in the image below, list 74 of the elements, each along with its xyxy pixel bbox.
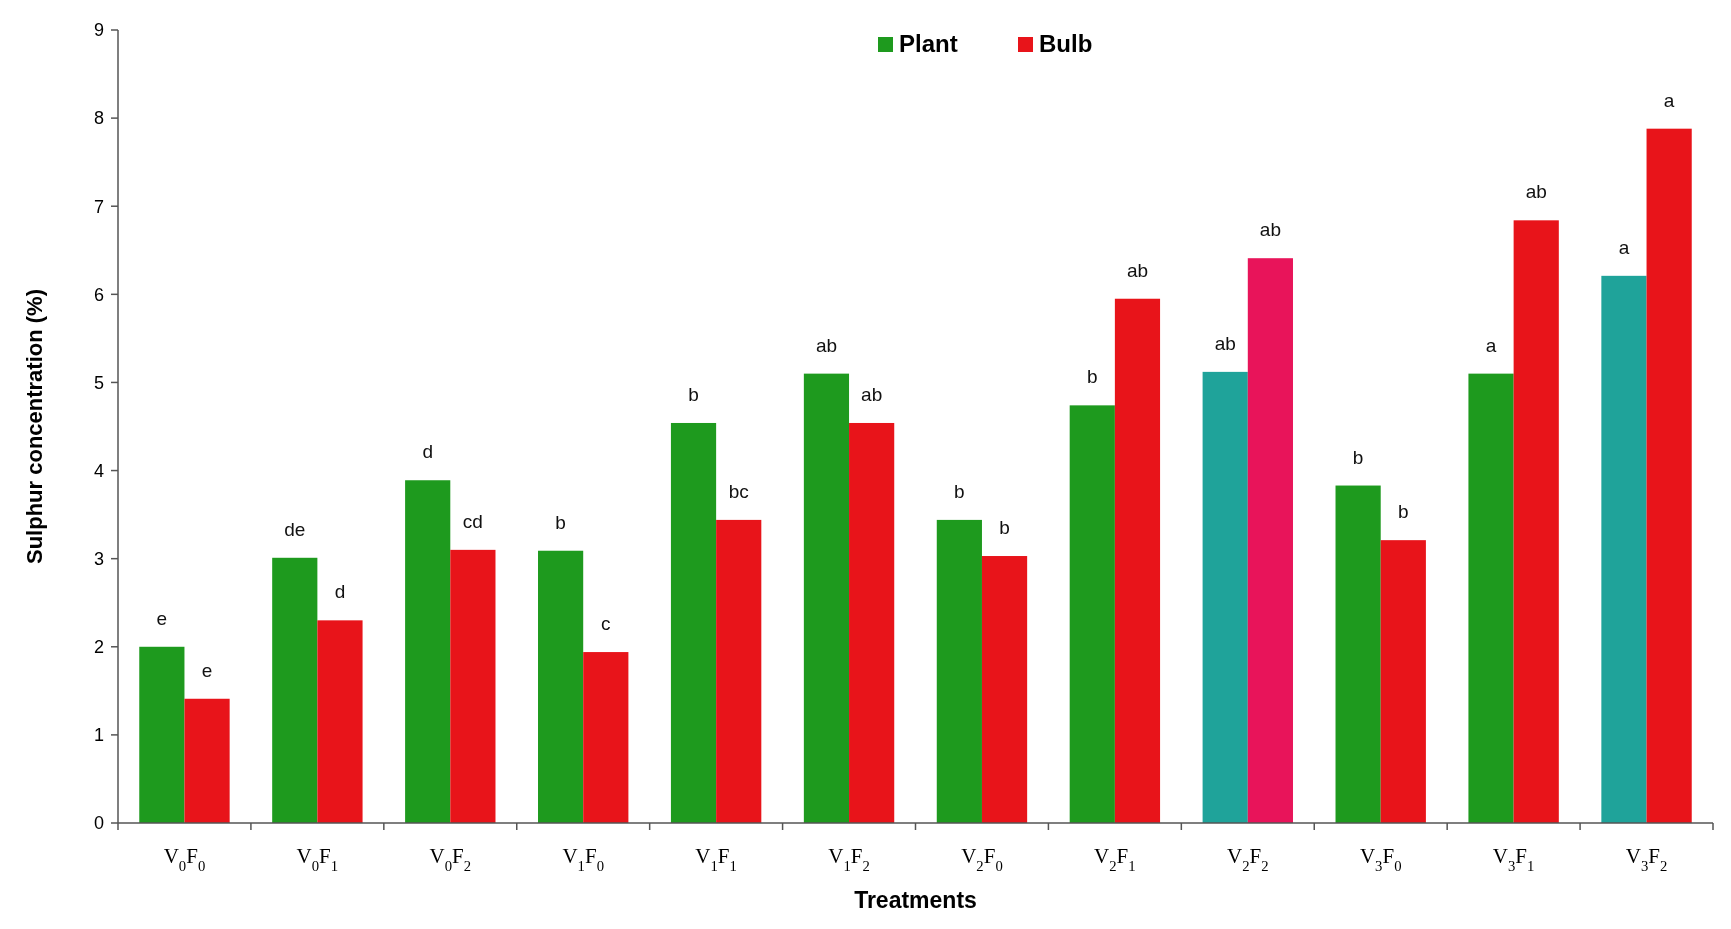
y-tick-label: 5 — [93, 372, 104, 393]
x-tick-label: V$_{3}$F$_{2}$ — [1625, 844, 1668, 874]
bar — [450, 549, 496, 823]
bar — [1069, 405, 1115, 823]
data-label: bc — [728, 480, 749, 502]
data-label: b — [1086, 366, 1098, 388]
x-tick-label: V$_{2}$F$_{0}$ — [961, 844, 1003, 874]
data-label: ab — [1259, 219, 1281, 241]
data-label: ab — [815, 334, 838, 356]
data-label: e — [201, 659, 213, 681]
data-label: d — [334, 581, 346, 603]
data-label: ab — [1214, 332, 1236, 354]
bar — [272, 557, 318, 823]
legend-label: Bulb — [1039, 30, 1093, 57]
data-label: a — [1485, 334, 1497, 356]
bar — [405, 480, 451, 823]
x-tick-label: V$_{0}$F$_{2}$ — [429, 844, 472, 874]
y-tick-label: 6 — [93, 284, 104, 305]
bar — [936, 519, 982, 823]
bar — [849, 422, 895, 823]
x-tick-label: V$_{0}$F$_{0}$ — [163, 844, 206, 874]
data-label: ab — [1126, 259, 1149, 281]
bar — [1468, 373, 1514, 823]
data-label: b — [999, 517, 1010, 539]
data-label: b — [954, 480, 965, 502]
data-label: de — [284, 518, 306, 540]
x-tick-label: V$_{0}$F$_{1}$ — [296, 844, 339, 874]
y-tick-label: 9 — [93, 20, 104, 41]
y-tick-label: 8 — [93, 108, 104, 129]
bar — [1335, 485, 1381, 823]
y-axis-title: Sulphur concentration (%) — [22, 289, 47, 564]
bar — [1247, 258, 1293, 823]
bar — [1601, 275, 1647, 823]
data-label: ab — [1525, 181, 1547, 203]
x-tick-label: V$_{2}$F$_{1}$ — [1094, 844, 1136, 874]
bar — [670, 422, 717, 823]
data-label: b — [1352, 446, 1364, 468]
bar — [1513, 220, 1559, 823]
y-tick-label: 3 — [93, 548, 104, 569]
y-tick-label: 0 — [93, 813, 104, 834]
data-label: cd — [462, 510, 483, 532]
y-tick-label: 1 — [93, 725, 104, 746]
x-tick-label: V$_{1}$F$_{2}$ — [828, 844, 870, 874]
data-label: ab — [861, 383, 883, 405]
bar — [583, 652, 629, 823]
data-label: a — [1663, 89, 1675, 111]
x-tick-label: V$_{2}$F$_{2}$ — [1227, 844, 1269, 874]
bar — [139, 646, 185, 823]
bar — [1114, 298, 1161, 823]
legend-label: Plant — [899, 30, 958, 57]
data-label: b — [1398, 501, 1409, 523]
bar — [1202, 371, 1248, 823]
bar — [538, 550, 584, 823]
bar — [184, 698, 230, 823]
bar — [1380, 540, 1426, 823]
y-tick-label: 7 — [93, 196, 104, 217]
bar — [716, 519, 762, 823]
data-label: c — [601, 613, 611, 635]
x-tick-label: V$_{1}$F$_{0}$ — [562, 844, 604, 874]
bar — [803, 373, 850, 823]
data-label: b — [555, 511, 566, 533]
bar — [981, 556, 1028, 823]
y-tick-label: 4 — [93, 460, 104, 481]
y-tick-label: 2 — [93, 637, 104, 658]
data-label: d — [422, 441, 433, 463]
bar — [1646, 128, 1692, 823]
data-label: b — [688, 383, 699, 405]
x-tick-label: V$_{1}$F$_{1}$ — [695, 844, 737, 874]
x-tick-label: V$_{3}$F$_{1}$ — [1492, 844, 1535, 874]
data-label: a — [1618, 236, 1630, 258]
x-tick-label: V$_{3}$F$_{0}$ — [1359, 844, 1402, 874]
x-axis-title: Treatments — [854, 887, 977, 913]
bar — [317, 620, 363, 823]
data-label: e — [156, 607, 168, 629]
